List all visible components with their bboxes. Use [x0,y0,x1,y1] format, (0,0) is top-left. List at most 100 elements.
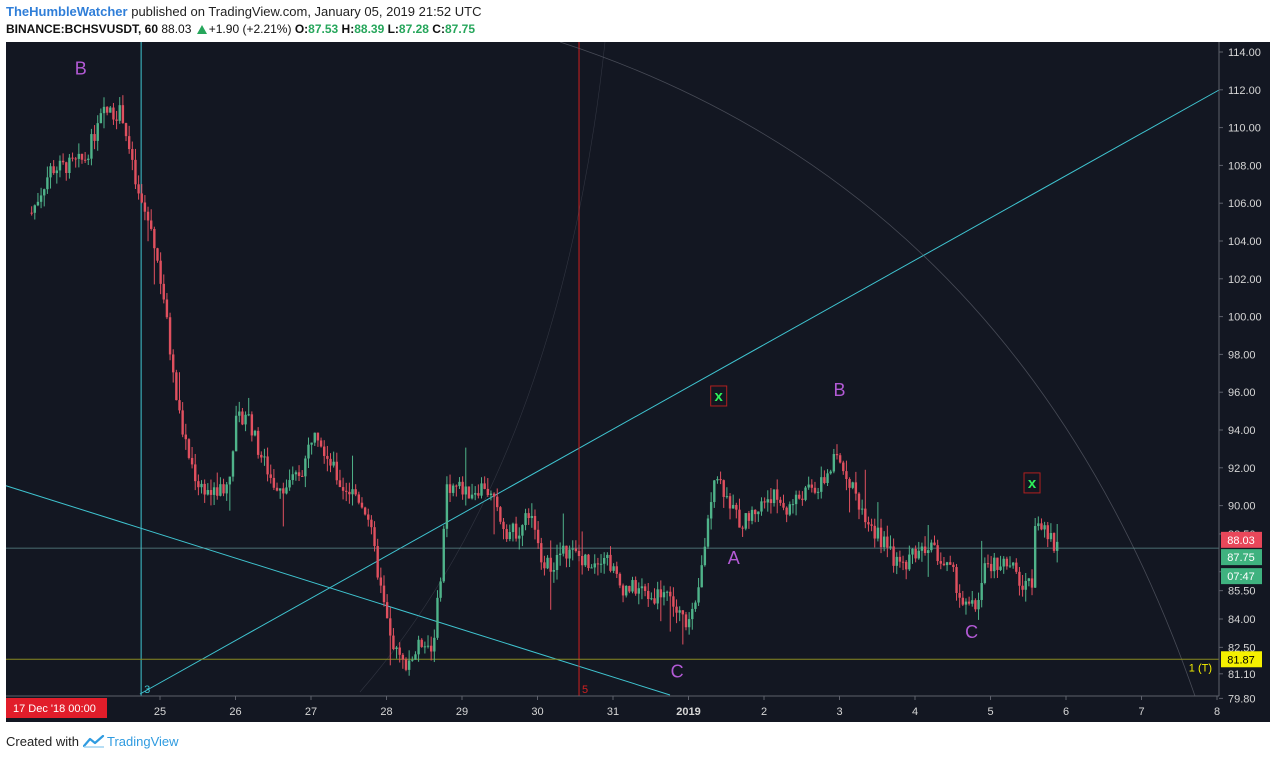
candle-body [945,562,949,566]
candle-body [39,195,43,202]
tradingview-link[interactable]: TradingView [106,734,179,749]
close-price-tag-bg [1221,549,1262,566]
candle-body [546,557,549,569]
candle-body [782,502,785,508]
price-tick-label: 104.00 [1228,236,1262,248]
candle-body [835,454,839,456]
candle-body [58,160,62,171]
candle-body [886,536,889,548]
candle-body [530,515,534,519]
ascending-trendline [139,89,1220,695]
candle-body [1049,533,1053,540]
price-tick-label: 94.00 [1228,425,1256,437]
cursor-time-label: 17 Dec '18 00:00 [13,703,96,715]
symbol-label: BINANCE:BCHSVUSDT, 60 [6,22,159,36]
author-link[interactable]: TheHumbleWatcher [6,4,128,19]
candle-body [266,456,269,475]
candle-body [140,193,143,203]
candle-body [206,490,210,495]
candle-body [785,507,788,515]
candle-body [360,502,364,508]
candle-body [741,527,744,529]
candle-body [1011,562,1015,566]
tradingview-logo-icon [82,735,105,748]
time-tick-label: 25 [154,706,166,718]
time-tick-label: 7 [1138,706,1144,718]
candle-body [983,563,987,583]
vertical-marker-label: 5 [582,684,588,696]
candle-body [769,499,773,504]
wave-label: B [75,59,87,79]
candle-body [1046,525,1049,540]
price-chart[interactable]: B C A B Cx x 3 5 114.00 112.00 110.00 108.00 106.00… [0,42,1276,724]
candle-body [904,561,908,570]
candle-body [838,455,842,463]
candle-body [461,481,464,495]
high-value: 88.39 [354,22,385,36]
candle-body [168,317,172,355]
candle-body [1043,525,1046,530]
candle-body [565,545,568,559]
candle-body [464,486,467,495]
candle-body [760,501,763,512]
candle-body [244,414,247,425]
candle-body [584,554,587,566]
candle-body [942,563,946,566]
price-tick-label: 92.00 [1228,463,1256,475]
footer: Created with TradingView [6,734,179,749]
candle-body [480,483,483,496]
candle-body [936,545,939,562]
candle-body [527,513,530,519]
candle-body [36,201,40,206]
candle-body [433,637,436,652]
candle-body [474,493,477,495]
candle-body [231,451,235,477]
wave-label: B [833,380,845,400]
candle-body [234,415,238,452]
candle-body [612,566,615,571]
candle-body [750,509,754,521]
candle-body [675,606,678,613]
candle-body [411,659,414,661]
candle-body [580,555,584,566]
candle-body [370,519,373,528]
candle-body [678,610,681,613]
published-text: published on TradingView.com, January 05… [131,4,482,19]
vertical-marker-label: 3 [144,684,150,696]
candle-body [127,136,131,150]
time-tick-label: 6 [1063,706,1069,718]
candle-body [879,527,883,548]
candle-body [420,639,423,647]
candle-body [813,487,817,493]
candle-body [77,153,81,159]
candle-body [961,597,965,605]
candle-body [832,454,836,472]
candle-body [332,461,335,466]
candle-body [414,654,417,660]
x-marker: x [1028,475,1037,492]
price-tick-label: 102.00 [1228,274,1262,286]
candle-body [124,123,128,137]
candle-body [993,557,996,572]
candle-body [788,504,791,515]
candle-body [216,487,219,496]
candle-body [329,458,332,466]
candle-body [300,475,304,477]
candle-body [518,535,521,539]
candle-body [238,411,241,416]
candle-body [33,205,36,213]
candle-body [521,525,524,536]
candle-body [367,514,370,520]
time-axis[interactable]: 25 26 27 28 29 30 31 2019 2 3 4 5 6 7 8 17 Dec '18 00:0… [6,695,1220,718]
time-tick-label: 28 [380,706,392,718]
candle-body [571,548,574,550]
candle-body [829,471,832,474]
candle-body [389,618,392,636]
candle-body [256,430,260,455]
candle-body [980,582,983,600]
candle-body [609,554,612,571]
candle-body [319,440,323,447]
candle-body [882,536,886,548]
candle-body [1030,578,1034,588]
candle-body [291,474,294,481]
